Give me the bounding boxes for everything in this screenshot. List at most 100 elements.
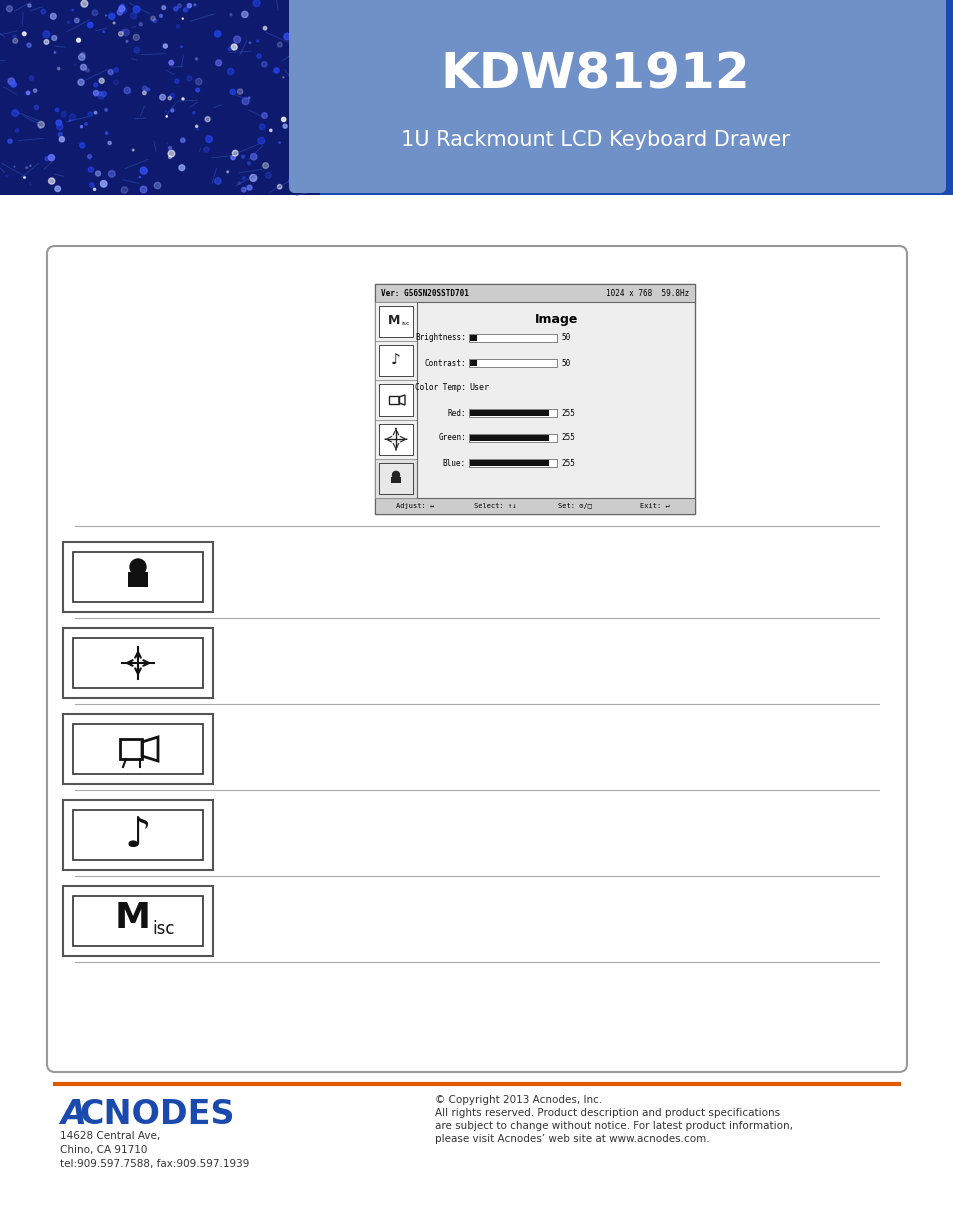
Text: Contrast:: Contrast: (424, 359, 465, 367)
Circle shape (184, 7, 188, 12)
Circle shape (233, 150, 238, 156)
Text: M: M (115, 901, 151, 935)
Circle shape (10, 81, 16, 87)
Bar (470, 435, 549, 441)
Circle shape (98, 92, 104, 99)
Circle shape (248, 97, 250, 99)
Circle shape (169, 147, 172, 149)
Bar (63, 628, 213, 699)
Circle shape (108, 69, 113, 75)
Bar (0, 0, 319, 195)
Bar (63, 800, 213, 870)
Circle shape (28, 4, 31, 7)
Circle shape (228, 47, 231, 51)
Text: © Copyright 2013 Acnodes, Inc.: © Copyright 2013 Acnodes, Inc. (435, 1095, 601, 1105)
Bar (378, 424, 413, 455)
Circle shape (51, 36, 56, 41)
Circle shape (162, 6, 166, 10)
Circle shape (195, 89, 199, 92)
Circle shape (179, 165, 185, 171)
Text: All rights reserved. Product description and product specifications: All rights reserved. Product description… (435, 1108, 780, 1117)
Circle shape (38, 122, 44, 128)
Bar (469, 359, 557, 367)
Circle shape (231, 155, 235, 160)
Circle shape (93, 90, 98, 96)
Circle shape (113, 22, 114, 23)
Circle shape (88, 22, 92, 28)
Text: A: A (60, 1098, 86, 1131)
Circle shape (118, 32, 123, 36)
Bar (391, 477, 400, 483)
Circle shape (81, 0, 88, 7)
Circle shape (306, 75, 311, 80)
Circle shape (94, 111, 96, 113)
Bar (378, 463, 413, 494)
Text: ♪: ♪ (391, 354, 400, 368)
Circle shape (88, 112, 92, 117)
Text: 14628 Central Ave,: 14628 Central Ave, (60, 1131, 160, 1141)
Circle shape (7, 6, 12, 11)
Bar (470, 460, 549, 466)
Circle shape (263, 26, 267, 30)
Circle shape (92, 10, 97, 16)
Circle shape (247, 185, 252, 190)
Circle shape (44, 39, 49, 44)
Circle shape (250, 175, 256, 181)
Bar (73, 809, 203, 860)
Circle shape (56, 123, 63, 129)
Bar (73, 896, 203, 946)
Circle shape (305, 137, 308, 139)
Circle shape (15, 129, 19, 132)
Circle shape (61, 112, 66, 117)
Circle shape (206, 136, 213, 143)
Circle shape (117, 10, 122, 15)
Circle shape (8, 139, 12, 143)
Circle shape (300, 180, 303, 182)
Circle shape (27, 43, 31, 47)
Circle shape (297, 10, 301, 15)
Circle shape (68, 21, 70, 23)
Bar (375, 381, 416, 420)
Circle shape (11, 110, 19, 116)
Circle shape (142, 91, 146, 95)
Circle shape (256, 41, 258, 42)
Circle shape (233, 36, 240, 43)
Circle shape (43, 31, 50, 38)
Text: Blue:: Blue: (442, 458, 465, 467)
Circle shape (283, 124, 287, 128)
Text: please visit Acnodes’ web site at www.acnodes.com.: please visit Acnodes’ web site at www.ac… (435, 1133, 709, 1145)
Circle shape (49, 177, 54, 184)
Circle shape (302, 12, 304, 15)
Bar (470, 410, 549, 416)
Circle shape (205, 117, 210, 122)
Circle shape (169, 155, 172, 159)
Circle shape (256, 54, 261, 58)
Text: User: User (469, 383, 489, 393)
Circle shape (131, 12, 136, 18)
Circle shape (57, 68, 60, 70)
Circle shape (51, 14, 56, 20)
Circle shape (26, 166, 28, 169)
Circle shape (120, 7, 127, 14)
Bar (378, 384, 413, 415)
Circle shape (80, 64, 87, 70)
Circle shape (88, 154, 91, 159)
Bar (63, 715, 213, 784)
Circle shape (259, 124, 265, 129)
Circle shape (80, 126, 83, 128)
Circle shape (166, 116, 167, 117)
Circle shape (109, 14, 114, 20)
Circle shape (169, 60, 173, 65)
Text: M: M (388, 314, 399, 328)
Circle shape (45, 156, 49, 160)
Circle shape (187, 4, 192, 7)
Circle shape (6, 175, 9, 177)
Circle shape (34, 106, 38, 110)
Circle shape (152, 18, 156, 22)
Circle shape (265, 172, 271, 179)
Circle shape (59, 137, 65, 142)
Text: are subject to change without notice. For latest product information,: are subject to change without notice. Fo… (435, 1121, 792, 1131)
Circle shape (289, 179, 292, 182)
Text: Exit: ↵: Exit: ↵ (639, 503, 669, 509)
Circle shape (139, 22, 142, 26)
